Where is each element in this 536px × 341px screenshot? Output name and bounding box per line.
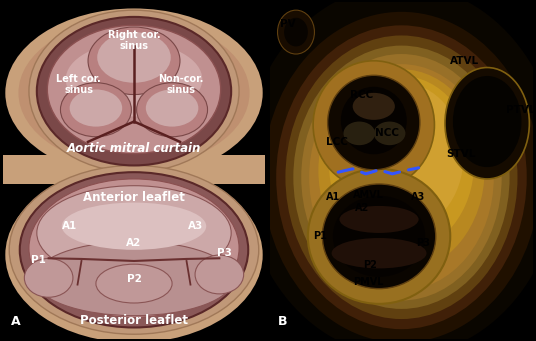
Ellipse shape — [24, 258, 73, 297]
Ellipse shape — [243, 0, 536, 341]
Ellipse shape — [47, 25, 221, 153]
Ellipse shape — [301, 54, 502, 300]
Ellipse shape — [34, 241, 234, 316]
Text: Non-cor.
sinus: Non-cor. sinus — [159, 74, 204, 95]
Ellipse shape — [309, 64, 494, 290]
Text: PV: PV — [280, 19, 296, 29]
Ellipse shape — [293, 46, 510, 309]
Ellipse shape — [318, 69, 485, 272]
Ellipse shape — [332, 238, 427, 268]
Ellipse shape — [70, 89, 122, 127]
Ellipse shape — [308, 169, 450, 304]
Text: P3: P3 — [217, 248, 232, 258]
Text: B: B — [278, 315, 287, 328]
Ellipse shape — [322, 184, 436, 288]
Ellipse shape — [276, 25, 527, 329]
Ellipse shape — [453, 76, 522, 167]
Ellipse shape — [20, 172, 248, 327]
Ellipse shape — [96, 264, 172, 303]
Text: A3: A3 — [188, 221, 203, 231]
Ellipse shape — [339, 206, 419, 233]
Ellipse shape — [333, 196, 425, 277]
Text: NCC: NCC — [375, 128, 399, 138]
Text: A2: A2 — [355, 203, 369, 213]
Text: PMVL: PMVL — [353, 277, 383, 287]
Bar — [3, 155, 265, 184]
Text: A1: A1 — [62, 221, 77, 231]
Ellipse shape — [37, 17, 231, 165]
Text: ATVL: ATVL — [450, 56, 479, 66]
Ellipse shape — [97, 32, 171, 83]
Ellipse shape — [18, 18, 250, 167]
Text: P2: P2 — [363, 260, 377, 270]
Ellipse shape — [374, 121, 405, 145]
Ellipse shape — [344, 121, 375, 145]
Ellipse shape — [5, 167, 263, 341]
Ellipse shape — [5, 9, 263, 177]
Text: A3: A3 — [411, 192, 425, 202]
Text: Left cor.
sinus: Left cor. sinus — [56, 74, 101, 95]
Ellipse shape — [29, 10, 239, 172]
Text: P1: P1 — [31, 255, 46, 265]
Ellipse shape — [286, 35, 517, 319]
Ellipse shape — [278, 10, 315, 54]
Text: STVL: STVL — [446, 149, 475, 159]
Text: Right cor.
sinus: Right cor. sinus — [108, 30, 160, 51]
Text: P3: P3 — [416, 238, 430, 248]
Ellipse shape — [341, 87, 407, 154]
Ellipse shape — [18, 177, 250, 332]
Ellipse shape — [37, 186, 231, 280]
Ellipse shape — [353, 93, 395, 120]
Text: A2: A2 — [126, 238, 142, 248]
Text: Posterior leaflet: Posterior leaflet — [80, 314, 188, 327]
Ellipse shape — [263, 12, 536, 341]
Ellipse shape — [339, 83, 464, 231]
Text: P1: P1 — [313, 231, 327, 241]
Ellipse shape — [329, 76, 474, 252]
Ellipse shape — [327, 75, 420, 170]
Ellipse shape — [9, 165, 259, 334]
Text: P2: P2 — [126, 273, 142, 283]
Text: RCC: RCC — [350, 90, 373, 100]
Ellipse shape — [62, 203, 206, 250]
Text: LCC: LCC — [326, 137, 348, 147]
Text: A1: A1 — [326, 192, 340, 202]
Ellipse shape — [29, 179, 239, 317]
Text: A: A — [11, 315, 20, 328]
Ellipse shape — [146, 89, 198, 127]
Ellipse shape — [66, 42, 202, 117]
Text: AMVL: AMVL — [353, 190, 384, 200]
Text: PTVL: PTVL — [505, 105, 535, 115]
Ellipse shape — [284, 18, 308, 46]
Ellipse shape — [313, 61, 435, 189]
Text: Aortic mitral curtain: Aortic mitral curtain — [67, 142, 201, 155]
Text: Anterior leaflet: Anterior leaflet — [83, 191, 185, 204]
Ellipse shape — [137, 83, 207, 137]
Ellipse shape — [88, 27, 180, 94]
Ellipse shape — [195, 255, 244, 294]
Ellipse shape — [445, 68, 530, 179]
Ellipse shape — [61, 83, 131, 137]
